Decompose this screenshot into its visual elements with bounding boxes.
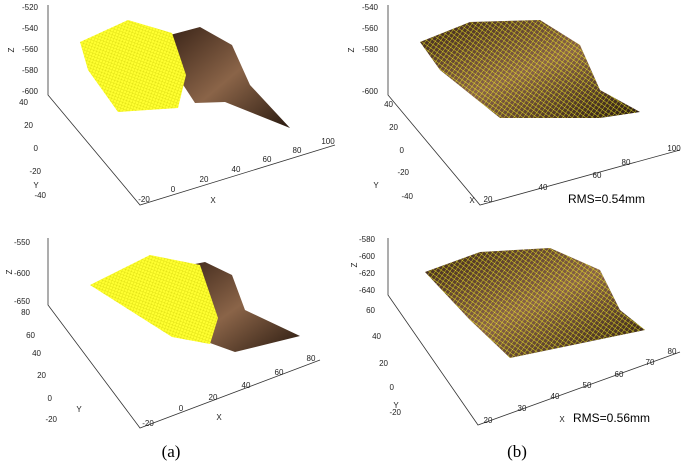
x-tick-label: 20 (200, 175, 209, 184)
x-tick-label: 60 (275, 368, 284, 377)
z-tick-label: -600 (362, 87, 379, 96)
x-axis-label: X (210, 196, 216, 205)
z-axis-label: Z (347, 47, 356, 52)
y-tick-label: -40 (34, 191, 46, 200)
y-tick-label: 0 (48, 394, 53, 403)
x-tick-label: 100 (667, 144, 681, 153)
z-tick-label: -560 (362, 24, 379, 33)
z-tick-label: -550 (14, 238, 31, 247)
z-axis-label: Z (7, 47, 16, 52)
y-tick-label: 20 (389, 123, 398, 132)
x-tick-label: 40 (539, 183, 548, 192)
y-tick-label: 40 (32, 349, 41, 358)
y-tick-label: -20 (45, 415, 57, 424)
y-axis-label: Y (373, 181, 379, 190)
x-tick-label: 60 (593, 171, 602, 180)
y-tick-label: 20 (24, 121, 33, 130)
y-tick-label: 80 (21, 308, 30, 317)
x-axis-label: X (216, 413, 222, 422)
x-tick-label: 70 (646, 358, 655, 367)
z-tick-label: -540 (22, 24, 39, 33)
z-tick-label: -580 (362, 45, 379, 54)
z-axis-label: Z (5, 269, 14, 274)
z-tick-label: -560 (22, 45, 39, 54)
x-tick-label: 30 (518, 404, 527, 413)
x-tick-label: 100 (321, 137, 335, 146)
y-axis-label: Y (33, 181, 39, 190)
z-tick-label: -620 (359, 269, 376, 278)
z-tick-label: -600 (359, 252, 376, 261)
x-tick-label: -20 (138, 195, 150, 204)
y-axis-label: Y (393, 401, 399, 410)
x-tick-label: 20 (209, 393, 218, 402)
y-tick-label: 60 (26, 331, 35, 340)
annotation: RMS=0.56mm (573, 411, 650, 425)
z-tick-label: -600 (22, 87, 39, 96)
y-tick-label: 40 (19, 98, 28, 107)
z-axis-label: Z (350, 262, 359, 267)
z-tick-label: -650 (14, 297, 31, 306)
z-tick-label: -580 (22, 66, 39, 75)
x-tick-label: 40 (551, 392, 560, 401)
y-tick-label: 0 (390, 383, 395, 392)
y-tick-label: -40 (401, 192, 413, 201)
z-tick-label: -540 (362, 3, 379, 12)
caption: (b) (507, 442, 527, 461)
y-tick-label: 20 (379, 359, 388, 368)
caption: (a) (162, 442, 181, 461)
x-axis-label: X (559, 415, 565, 424)
x-tick-label: 80 (293, 146, 302, 155)
y-tick-label: 0 (400, 146, 405, 155)
x-tick-label: 60 (263, 155, 272, 164)
x-tick-label: 80 (668, 347, 677, 356)
x-tick-label: 0 (179, 404, 184, 413)
x-tick-label: 40 (242, 381, 251, 390)
y-tick-label: 20 (37, 371, 46, 380)
surfaces (80, 20, 645, 358)
annotation: RMS=0.54mm (568, 192, 645, 206)
x-tick-label: 50 (583, 381, 592, 390)
x-axis-label: X (469, 196, 475, 205)
y-tick-label: 40 (372, 332, 381, 341)
y-tick-label: -20 (29, 167, 41, 176)
x-tick-label: -20 (142, 419, 154, 428)
z-tick-label: -580 (359, 235, 376, 244)
y-tick-label: 0 (34, 144, 39, 153)
y-tick-label: 60 (366, 306, 375, 315)
z-tick-label: -600 (14, 269, 31, 278)
z-tick-label: -640 (359, 286, 376, 295)
y-axis-label: Y (76, 405, 82, 414)
y-tick-label: -20 (397, 168, 409, 177)
x-tick-label: 0 (171, 185, 176, 194)
x-tick-label: 20 (484, 416, 493, 425)
y-tick-label: 40 (384, 100, 393, 109)
x-tick-label: 80 (307, 354, 316, 363)
x-tick-label: 80 (622, 158, 631, 167)
x-tick-label: 20 (484, 195, 493, 204)
x-tick-label: 40 (232, 165, 241, 174)
figure: -520 -540 -560 -580 -600 40 20 0 -20 -40 -20 0 20 40 6… (0, 0, 682, 471)
x-tick-label: 60 (615, 370, 624, 379)
z-tick-label: -520 (22, 3, 39, 12)
